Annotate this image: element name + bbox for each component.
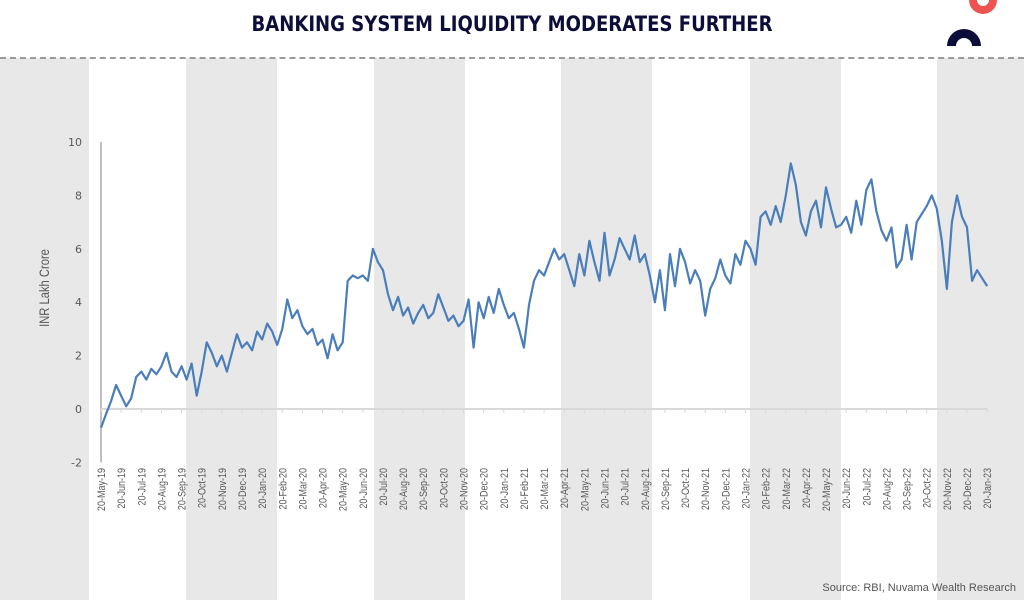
x-tick-label: 20-Nov-20: [459, 468, 471, 510]
background-bands: [0, 58, 1024, 600]
liquidity-line: [99, 162, 989, 429]
x-tick-label: 20-May-21: [580, 468, 592, 511]
y-axis-label-text: INR Lakh Crore: [36, 249, 52, 327]
source-note: Source: RBI, Nuvama Wealth Research: [822, 582, 1016, 594]
x-tick-label: 20-Oct-21: [680, 468, 692, 508]
x-tick-label: 20-Feb-20: [278, 468, 290, 510]
y-tick-label: 6: [75, 243, 82, 256]
x-tick-label: 20-May-22: [821, 468, 833, 511]
x-tick-label: 20-Jun-19: [116, 468, 128, 509]
x-tick-label: 20-Aug-22: [882, 468, 894, 510]
background-band: [374, 58, 465, 600]
x-tick-label: 20-Jul-19: [137, 468, 149, 506]
x-tick-label: 20-Dec-19: [237, 468, 249, 510]
x-tick-label: 20-Dec-20: [479, 468, 491, 510]
x-tick-label: 20-Feb-21: [519, 468, 531, 510]
x-tick-label: 20-Aug-21: [640, 468, 652, 510]
y-tick-label: 10: [68, 136, 82, 149]
x-tick-label: 20-Sep-20: [418, 468, 430, 510]
x-tick-label: 20-Jun-21: [600, 468, 612, 509]
brand-logo-icon: [947, 0, 997, 46]
y-tick-label: -2: [71, 456, 82, 469]
x-tick-label: 20-May-19: [96, 468, 108, 511]
background-band: [0, 58, 89, 600]
page-title: BANKING SYSTEM LIQUIDITY MODERATES FURTH…: [251, 12, 773, 36]
x-tick-label: 20-Jan-22: [741, 468, 753, 509]
x-tick-label: 20-Jun-22: [841, 468, 853, 509]
x-tick-label: 20-Jul-20: [378, 468, 390, 506]
x-tick-label: 20-Mar-21: [539, 468, 551, 510]
background-band: [186, 58, 277, 600]
x-tick-label: 20-May-20: [338, 468, 350, 511]
x-tick-label: 20-Jan-21: [499, 468, 511, 509]
x-tick-label: 20-Jul-22: [862, 468, 874, 506]
x-tick-label: 20-Nov-19: [217, 468, 229, 510]
x-tick-label: 20-Feb-22: [761, 468, 773, 510]
x-tick-label: 20-Mar-20: [298, 468, 310, 510]
x-tick-label: 20-Sep-19: [177, 468, 189, 510]
x-tick-label: 20-Jan-23: [982, 468, 994, 509]
x-tick-label: 20-Sep-22: [902, 468, 914, 510]
x-tick-label: 20-Nov-21: [700, 468, 712, 510]
y-tick-label: 8: [75, 189, 82, 202]
x-tick-label: 20-Mar-22: [781, 468, 793, 510]
x-tick-label: 20-Aug-19: [157, 468, 169, 510]
x-tick-label: 20-Apr-21: [559, 468, 571, 508]
background-band: [750, 58, 841, 600]
y-tick-label: 0: [75, 403, 82, 416]
x-tick-label: 20-Apr-22: [801, 468, 813, 508]
x-tick-label: 20-Nov-22: [942, 468, 954, 510]
header: BANKING SYSTEM LIQUIDITY MODERATES FURTH…: [0, 0, 1024, 59]
x-tick-label: 20-Apr-20: [318, 468, 330, 508]
y-tick-label: 2: [75, 350, 82, 363]
x-tick-label: 20-Oct-19: [197, 468, 209, 508]
background-band: [561, 58, 652, 600]
x-tick-label: 20-Jun-20: [358, 468, 370, 509]
x-tick-label: 20-Dec-21: [721, 468, 733, 510]
x-tick-label: 20-Aug-20: [398, 468, 410, 510]
x-tick-label: 20-Dec-22: [962, 468, 974, 510]
x-tick-label: 20-Oct-22: [922, 468, 934, 508]
header-divider: [0, 57, 1024, 59]
x-tick-label: 20-Oct-20: [439, 468, 451, 508]
background-band: [937, 58, 1024, 600]
x-tick-label: 20-Sep-21: [660, 468, 672, 510]
y-tick-label: 4: [75, 296, 82, 309]
x-tick-label: 20-Jan-20: [257, 468, 269, 509]
x-tick-label: 20-Jul-21: [620, 468, 632, 506]
